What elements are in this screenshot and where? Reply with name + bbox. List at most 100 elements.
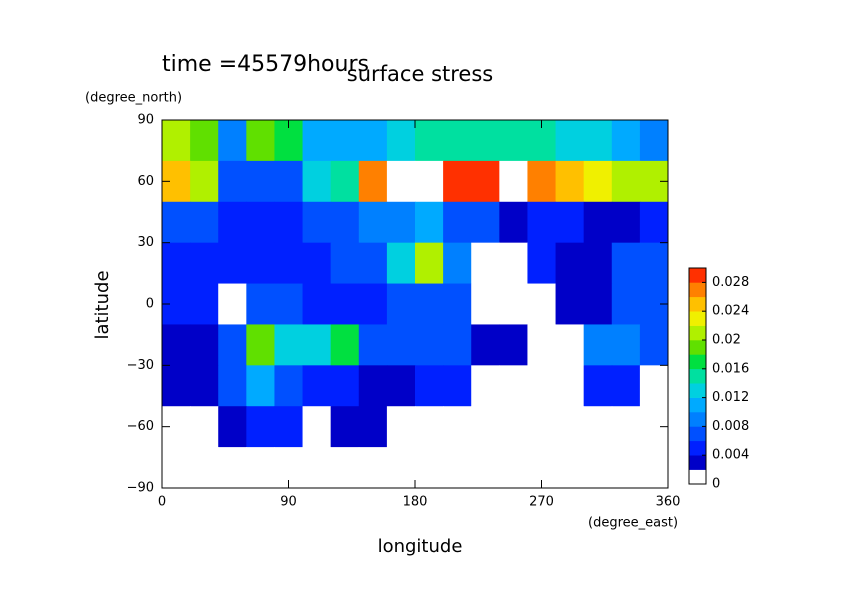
field-cell bbox=[190, 324, 219, 366]
colorbar-swatch bbox=[689, 311, 706, 326]
field-cell bbox=[527, 160, 557, 203]
field-cell bbox=[246, 324, 275, 366]
field-cell bbox=[218, 283, 247, 325]
field-cell bbox=[499, 406, 528, 448]
field-cell bbox=[302, 160, 332, 203]
field-cell bbox=[611, 283, 641, 325]
field-cell bbox=[499, 365, 528, 407]
field-cell bbox=[583, 406, 613, 448]
field-cell bbox=[386, 120, 416, 162]
field-cell bbox=[190, 201, 219, 244]
field-cell bbox=[218, 160, 247, 203]
field-cell bbox=[583, 120, 613, 162]
field-cell bbox=[302, 324, 332, 366]
y-tick-label: 30 bbox=[137, 235, 154, 250]
colorbar-tick-label: 0.016 bbox=[712, 361, 749, 376]
field-cell bbox=[162, 120, 191, 162]
field-cell bbox=[415, 201, 444, 244]
colorbar-tick-label: 0 bbox=[712, 477, 720, 492]
field-cell bbox=[415, 406, 444, 448]
field-cell bbox=[386, 365, 416, 407]
field-cell bbox=[443, 160, 472, 203]
field-cell bbox=[471, 324, 500, 366]
field-cell bbox=[527, 406, 557, 448]
field-cell bbox=[302, 201, 332, 244]
field-cell bbox=[555, 242, 585, 285]
field-cell bbox=[246, 242, 275, 285]
field-cell bbox=[527, 365, 557, 407]
field-cell bbox=[555, 406, 585, 448]
field-cell bbox=[218, 242, 247, 285]
field-cell bbox=[386, 406, 416, 448]
field-cell bbox=[499, 242, 528, 285]
x-axis-label: longitude bbox=[378, 536, 463, 557]
field-cell bbox=[330, 283, 360, 325]
field-cell bbox=[302, 120, 332, 162]
x-tick-label: 180 bbox=[403, 495, 428, 510]
field-cell bbox=[415, 365, 444, 407]
colorbar-tick-label: 0.028 bbox=[712, 275, 749, 290]
field-cell bbox=[443, 406, 472, 448]
field-cell bbox=[499, 324, 528, 366]
field-cell bbox=[330, 447, 360, 489]
field-cell bbox=[274, 365, 304, 407]
field-cell bbox=[274, 406, 304, 448]
field-cell bbox=[415, 324, 444, 366]
field-cell bbox=[358, 324, 388, 366]
field-cell bbox=[611, 201, 641, 244]
x-tick-label: 360 bbox=[656, 495, 681, 510]
field-cell bbox=[190, 120, 219, 162]
field-cell bbox=[358, 201, 388, 244]
field-cell bbox=[443, 324, 472, 366]
x-tick-label: 90 bbox=[280, 495, 297, 510]
field-cell bbox=[415, 242, 444, 285]
colorbar-tick-label: 0.004 bbox=[712, 448, 749, 463]
field-cell bbox=[330, 160, 360, 203]
field-cell bbox=[302, 447, 332, 489]
colorbar-frame bbox=[688, 267, 707, 485]
y-unit: (degree_north) bbox=[85, 91, 182, 106]
field-cell bbox=[386, 324, 416, 366]
field-cell bbox=[471, 242, 500, 285]
field-cell bbox=[190, 283, 219, 325]
colorbar-swatch bbox=[689, 368, 706, 384]
field-cell bbox=[218, 201, 247, 244]
field-cell bbox=[246, 201, 275, 244]
field-cell bbox=[527, 242, 557, 285]
field-cell bbox=[190, 447, 219, 489]
field-cell bbox=[358, 283, 388, 325]
field-cell bbox=[386, 242, 416, 285]
colorbar-swatch bbox=[689, 455, 706, 470]
field-cell bbox=[415, 283, 444, 325]
field-cell bbox=[555, 447, 585, 489]
x-tick-label: 0 bbox=[158, 495, 166, 510]
field-cell bbox=[246, 447, 275, 489]
colorbar-swatch bbox=[689, 340, 706, 355]
field-cell bbox=[639, 242, 669, 285]
field-cell bbox=[583, 324, 613, 366]
field-cell bbox=[499, 160, 528, 203]
field-cell bbox=[555, 324, 585, 366]
field-cell bbox=[471, 406, 500, 448]
field-cell bbox=[555, 201, 585, 244]
field-cell bbox=[302, 242, 332, 285]
colorbar-swatch bbox=[689, 383, 706, 398]
field-cell bbox=[499, 201, 528, 244]
field-cell bbox=[162, 201, 191, 244]
field-cell bbox=[443, 201, 472, 244]
field-cell bbox=[246, 283, 275, 325]
field-cell bbox=[611, 365, 641, 407]
field-cell bbox=[218, 324, 247, 366]
colorbar-tick-label: 0.02 bbox=[712, 333, 741, 348]
y-tick-label: −30 bbox=[127, 358, 154, 373]
colorbar-swatch bbox=[689, 426, 706, 442]
field-cell bbox=[583, 283, 613, 325]
field-cell bbox=[358, 406, 388, 448]
field-cell bbox=[443, 447, 472, 489]
field-cell bbox=[471, 283, 500, 325]
colorbar-swatch bbox=[689, 397, 706, 413]
field-cell bbox=[499, 120, 528, 162]
field-cell bbox=[162, 365, 191, 407]
field-cell bbox=[246, 365, 275, 407]
field-cell bbox=[330, 365, 360, 407]
